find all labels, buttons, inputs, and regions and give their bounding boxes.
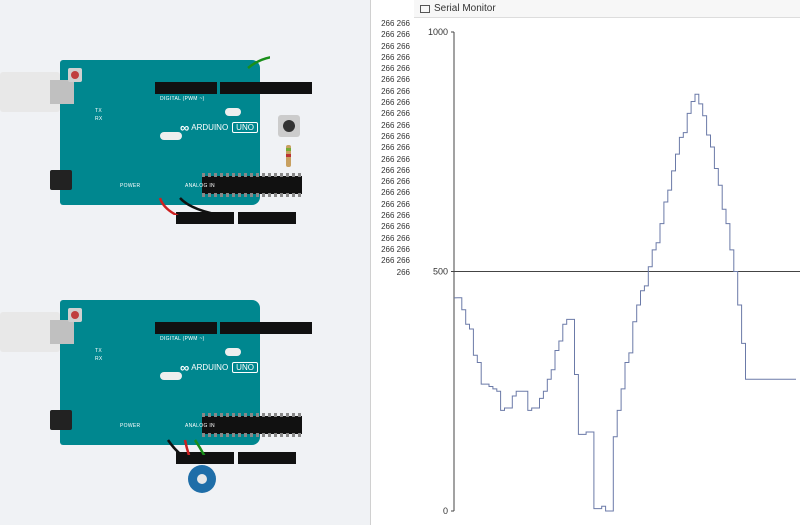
digital-header-right[interactable] xyxy=(220,322,312,334)
brand-label: ARDUINO xyxy=(191,123,228,132)
analog-section-label: ANALOG IN xyxy=(185,183,215,189)
serial-output-column[interactable]: 266 266 266 266 266 266 266 266 266 266 … xyxy=(370,0,414,525)
serial-monitor-icon xyxy=(420,5,430,13)
power-section-label: POWER xyxy=(120,423,140,429)
analog-header[interactable] xyxy=(238,212,296,224)
tx-label: TX xyxy=(95,108,102,114)
serial-monitor-header[interactable]: Serial Monitor xyxy=(414,0,800,18)
power-header[interactable] xyxy=(176,452,234,464)
circuit-workspace[interactable]: ∞ ARDUINO UNO DIGITAL (PWM ~) POWER ANAL… xyxy=(0,0,370,525)
digital-section-label: DIGITAL (PWM ~) xyxy=(160,96,205,102)
infinity-icon: ∞ xyxy=(180,120,187,135)
analog-section-label: ANALOG IN xyxy=(185,423,215,429)
atmega-chip-icon xyxy=(202,176,302,194)
power-jack xyxy=(50,170,72,190)
digital-header-left[interactable] xyxy=(155,82,217,94)
atmega-chip-icon xyxy=(202,416,302,434)
arduino-board[interactable]: ∞ ARDUINO UNO DIGITAL (PWM ~) POWER ANAL… xyxy=(60,60,260,205)
svg-text:500: 500 xyxy=(433,267,448,277)
led-pill xyxy=(160,132,182,140)
svg-text:1000: 1000 xyxy=(428,27,448,37)
rx-label: RX xyxy=(95,116,103,122)
plot-svg: 0 500 1000 xyxy=(414,18,800,525)
reset-button[interactable] xyxy=(68,308,82,322)
model-label: UNO xyxy=(232,362,258,373)
digital-header-right[interactable] xyxy=(220,82,312,94)
on-led xyxy=(225,108,241,116)
on-led xyxy=(225,348,241,356)
reset-button[interactable] xyxy=(68,68,82,82)
board-logo: ∞ ARDUINO UNO xyxy=(180,360,258,375)
arduino-top[interactable]: ∞ ARDUINO UNO DIGITAL (PWM ~) POWER ANAL… xyxy=(0,40,270,215)
brand-label: ARDUINO xyxy=(191,363,228,372)
usb-jack xyxy=(50,320,74,344)
arduino-board[interactable]: ∞ ARDUINO UNO DIGITAL (PWM ~) POWER ANAL… xyxy=(60,300,260,445)
tx-label: TX xyxy=(95,348,102,354)
model-label: UNO xyxy=(232,122,258,133)
pushbutton-component[interactable] xyxy=(278,115,300,137)
usb-jack xyxy=(50,80,74,104)
power-section-label: POWER xyxy=(120,183,140,189)
analog-header[interactable] xyxy=(238,452,296,464)
board-logo: ∞ ARDUINO UNO xyxy=(180,120,258,135)
serial-monitor-title: Serial Monitor xyxy=(434,3,496,14)
rx-label: RX xyxy=(95,356,103,362)
svg-text:0: 0 xyxy=(443,506,448,516)
arduino-bottom[interactable]: ∞ ARDUINO UNO DIGITAL (PWM ~) POWER ANAL… xyxy=(0,280,270,455)
digital-section-label: DIGITAL (PWM ~) xyxy=(160,336,205,342)
potentiometer-component[interactable] xyxy=(188,465,216,493)
power-header[interactable] xyxy=(176,212,234,224)
led-pill xyxy=(160,372,182,380)
serial-plot[interactable]: 0 500 1000 xyxy=(414,18,800,525)
infinity-icon: ∞ xyxy=(180,360,187,375)
resistor-component[interactable] xyxy=(286,145,291,167)
power-jack xyxy=(50,410,72,430)
digital-header-left[interactable] xyxy=(155,322,217,334)
